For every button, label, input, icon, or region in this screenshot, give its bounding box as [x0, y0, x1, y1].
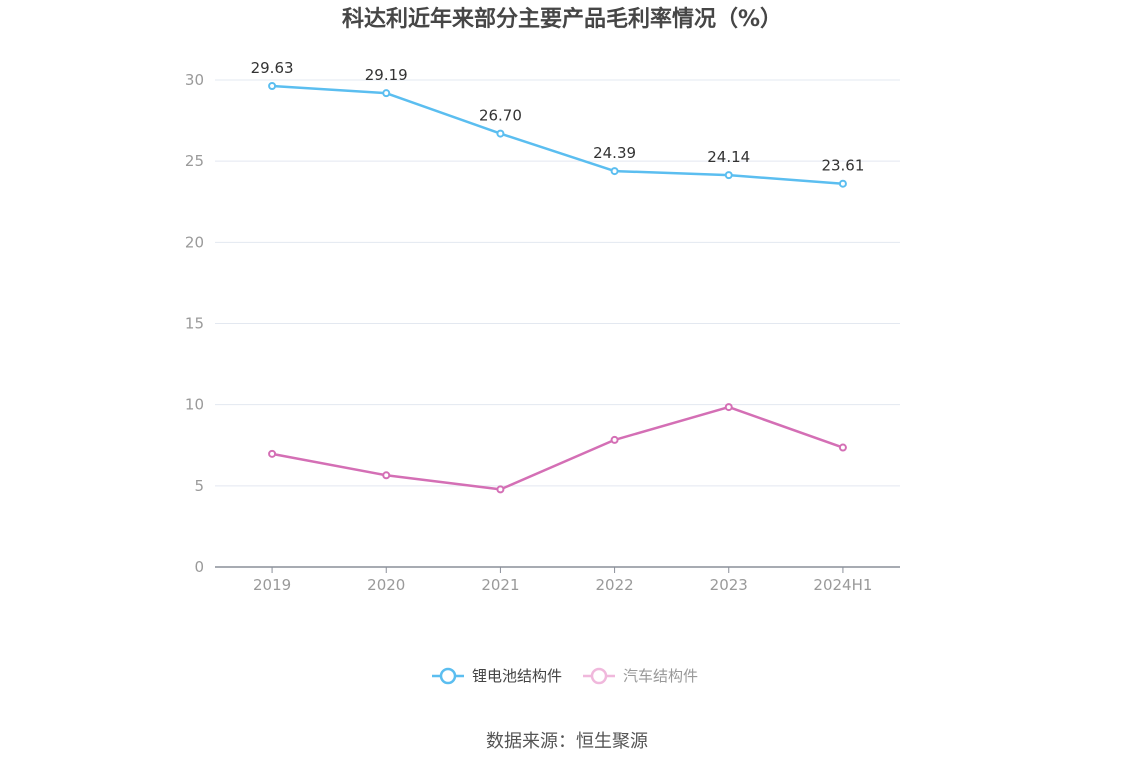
y-tick-label: 5	[194, 477, 204, 495]
chart-title: 科达利近年来部分主要产品毛利率情况（%）	[342, 6, 782, 32]
y-tick-label: 0	[194, 558, 204, 576]
data-point[interactable]	[610, 435, 619, 444]
data-point[interactable]	[838, 179, 847, 188]
data-point[interactable]	[838, 443, 847, 452]
grid-lines	[215, 79, 900, 487]
data-label: 29.63	[251, 59, 294, 77]
data-point[interactable]	[496, 129, 505, 138]
legend-marker-icon	[590, 667, 608, 685]
data-point[interactable]	[382, 89, 391, 98]
data-point[interactable]	[382, 471, 391, 480]
x-tick-label: 2023	[710, 576, 748, 594]
y-tick-label: 25	[185, 152, 204, 170]
data-label: 29.19	[365, 66, 408, 84]
legend-marker-icon	[439, 667, 457, 685]
legend-label: 汽车结构件	[623, 667, 698, 685]
data-point[interactable]	[610, 167, 619, 176]
data-label: 24.14	[707, 148, 750, 166]
data-point[interactable]	[268, 82, 277, 91]
y-tick-label: 30	[185, 71, 204, 89]
legend-item-lithium-battery[interactable]: 锂电池结构件	[432, 667, 562, 685]
data-label: 26.70	[479, 107, 522, 125]
data-point[interactable]	[724, 403, 733, 412]
series-line	[272, 84, 844, 185]
x-tick-label: 2020	[367, 576, 405, 594]
y-axis-ticks: 0 5 10 15 20 25 30	[185, 71, 204, 576]
x-tick-label: 2022	[595, 576, 633, 594]
source-note: 数据来源：恒生聚源	[486, 731, 648, 752]
legend-item-automotive[interactable]: 汽车结构件	[583, 667, 698, 685]
x-tick-label: 2021	[481, 576, 519, 594]
data-labels: 29.63 29.19 26.70 24.39 24.14 23.61	[251, 59, 865, 175]
x-axis: 2019 2020 2021 2022 2023 2024H1	[215, 566, 900, 594]
legend-label: 锂电池结构件	[472, 667, 562, 685]
data-point[interactable]	[724, 171, 733, 180]
y-tick-label: 10	[185, 396, 204, 414]
legend: 锂电池结构件 汽车结构件	[432, 667, 698, 685]
y-tick-label: 15	[185, 315, 204, 333]
data-point[interactable]	[496, 485, 505, 494]
data-label: 23.61	[821, 157, 864, 175]
data-label: 24.39	[593, 144, 636, 162]
series-1	[268, 403, 847, 494]
series-line	[271, 405, 844, 491]
series-0	[268, 82, 847, 188]
data-point[interactable]	[268, 449, 277, 458]
x-tick-label: 2019	[253, 576, 291, 594]
y-tick-label: 20	[185, 233, 204, 251]
series-layer	[268, 82, 847, 494]
x-tick-label: 2024H1	[813, 576, 872, 594]
